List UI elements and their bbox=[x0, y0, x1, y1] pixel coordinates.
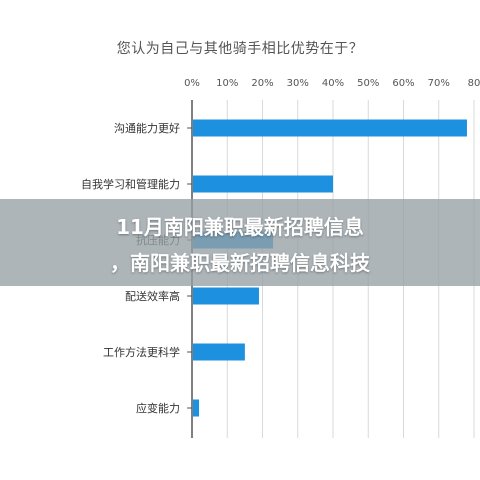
x-tick-label: 80 bbox=[468, 78, 480, 89]
x-tick-label: 0% bbox=[184, 78, 200, 89]
bar bbox=[193, 399, 200, 417]
category-label: 应变能力 bbox=[136, 401, 180, 415]
bar bbox=[193, 175, 333, 193]
x-tick-label: 20% bbox=[251, 78, 273, 89]
bar bbox=[193, 119, 467, 137]
x-tick-label: 40% bbox=[322, 78, 344, 89]
x-tick-label: 60% bbox=[392, 78, 414, 89]
chart-title: 您认为自己与其他骑手相比优势在于？ bbox=[116, 41, 364, 57]
category-label: 工作方法更科学 bbox=[103, 345, 180, 359]
banner-title-line-2: ，南阳兼职最新招聘信息科技 bbox=[110, 251, 370, 275]
banner-title-line-1: 11月南阳兼职最新招聘信息 bbox=[116, 215, 364, 239]
category-label: 沟通能力更好 bbox=[114, 121, 180, 135]
bar bbox=[193, 287, 259, 305]
x-tick-label: 50% bbox=[357, 78, 379, 89]
x-tick-label: 30% bbox=[287, 78, 309, 89]
x-tick-label: 10% bbox=[216, 78, 238, 89]
overlay-banner: 11月南阳兼职最新招聘信息 ，南阳兼职最新招聘信息科技 bbox=[0, 199, 480, 286]
category-label: 自我学习和管理能力 bbox=[81, 177, 180, 191]
bar bbox=[193, 343, 245, 361]
x-tick-label: 70% bbox=[428, 78, 450, 89]
category-label: 配送效率高 bbox=[125, 289, 180, 303]
